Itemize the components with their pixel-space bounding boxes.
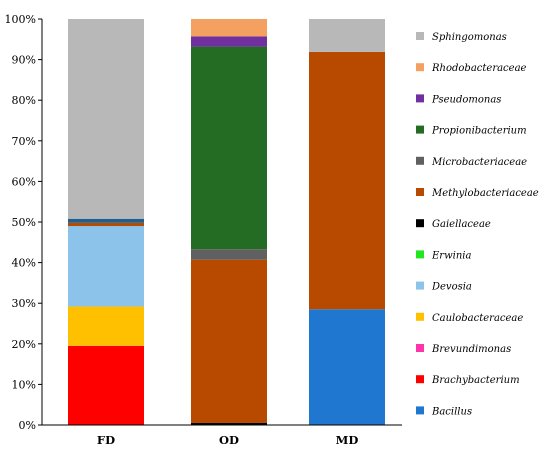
- legend-label: Brachybacterium: [431, 375, 520, 386]
- legend-swatch: [416, 94, 424, 103]
- legend-label: Brevundimonas: [431, 344, 511, 355]
- legend-label: Erwinia: [431, 250, 471, 261]
- bar-segment-fd-sphingomonas: [68, 19, 144, 219]
- bar-segment-od-rhodobacteraceae: [191, 19, 267, 37]
- bar-segment-md-bacillus: [309, 309, 385, 425]
- legend-label: Propionibacterium: [431, 126, 527, 137]
- legend-swatch: [416, 375, 424, 384]
- x-category-label: OD: [219, 433, 239, 447]
- bar-segment-fd-methylobacteriaceae: [68, 222, 144, 227]
- legend-label: Gaiellaceae: [432, 219, 491, 230]
- legend-swatch: [416, 406, 424, 415]
- bars-layer: [68, 19, 385, 425]
- bar-segment-od-pseudomonas: [191, 36, 267, 47]
- y-tick-label: 70%: [12, 135, 36, 148]
- bar-segment-md-sphingomonas: [309, 19, 385, 52]
- legend-swatch: [416, 281, 424, 290]
- y-tick-label: 50%: [12, 216, 36, 229]
- x-axis-labels: FD OD MD: [97, 433, 358, 447]
- bar-segment-od-gaiellaceae: [191, 422, 267, 425]
- y-axis: 0% 10% 20% 30% 40% 50% 60% 70% 80% 90% 100%: [5, 13, 402, 432]
- y-tick-label: 100%: [5, 13, 36, 26]
- legend-swatch: [416, 250, 424, 259]
- legend: Sphingomonas Rhodobacteraceae Pseudomonas P…: [416, 32, 539, 417]
- bar-segment-md-methylobacteriaceae: [309, 51, 385, 310]
- bar-segment-od-propionibacterium: [191, 46, 267, 250]
- legend-label: Bacillus: [431, 406, 472, 417]
- x-category-label: MD: [336, 433, 359, 447]
- bar-segment-od-methylobacteriaceae: [191, 259, 267, 423]
- y-tick-label: 0%: [19, 419, 36, 432]
- legend-swatch: [416, 156, 424, 165]
- legend-label: Methylobacteriaceae: [431, 188, 539, 199]
- legend-swatch: [416, 125, 424, 134]
- legend-swatch: [416, 32, 424, 40]
- legend-label: Devosia: [431, 282, 472, 293]
- y-tick-label: 40%: [12, 257, 36, 270]
- y-tick-label: 20%: [12, 338, 36, 351]
- legend-swatch: [416, 63, 424, 72]
- legend-swatch: [416, 188, 424, 196]
- x-category-label: FD: [97, 433, 115, 447]
- legend-label: Pseudomonas: [431, 94, 501, 105]
- legend-label: Sphingomonas: [432, 32, 507, 43]
- y-tick-label: 90%: [12, 54, 36, 67]
- bar-segment-fd-devosia: [68, 226, 144, 307]
- legend-label: Microbacteriaceae: [431, 157, 527, 168]
- legend-swatch: [416, 219, 424, 228]
- y-tick-label: 60%: [12, 175, 36, 188]
- y-tick-label: 10%: [12, 378, 36, 391]
- bar-segment-fd-dark-blue: [68, 218, 144, 223]
- legend-label: Caulobacteraceae: [432, 313, 523, 324]
- legend-swatch: [416, 312, 424, 321]
- bar-segment-fd-brachybacterium: [68, 345, 144, 425]
- legend-label: Rhodobacteraceae: [431, 63, 527, 74]
- y-tick-label: 30%: [12, 297, 36, 310]
- bar-segment-od-microbacteriaceae: [191, 249, 267, 260]
- bar-segment-fd-caulobacteraceae: [68, 306, 144, 346]
- y-tick-label: 80%: [12, 94, 36, 107]
- legend-swatch: [416, 344, 424, 352]
